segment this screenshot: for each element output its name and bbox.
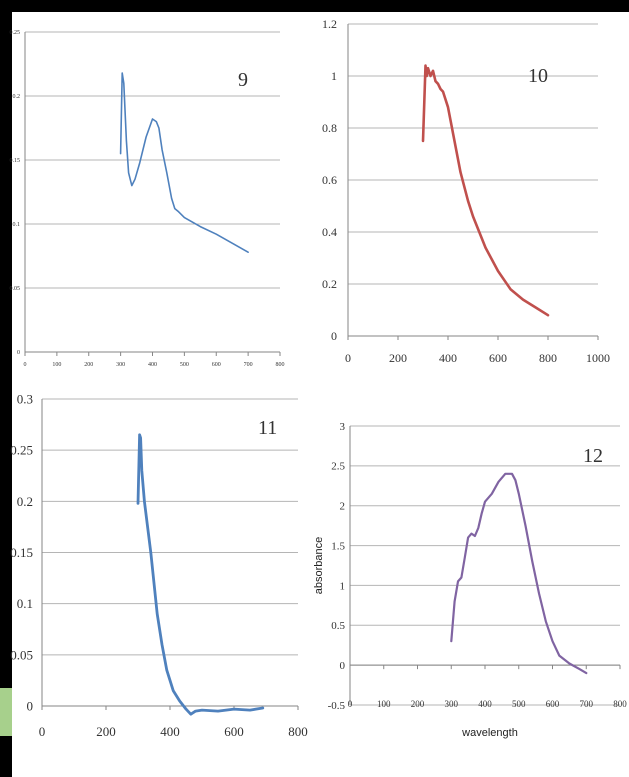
left-border — [0, 0, 12, 777]
x-tick-label: 800 — [539, 351, 557, 365]
series-line-11 — [136, 433, 265, 716]
x-tick-label: 0 — [345, 351, 351, 365]
y-tick-label: 3 — [340, 421, 346, 433]
x-tick-label: 100 — [377, 699, 391, 709]
panel-label: 12 — [583, 445, 603, 467]
x-tick-label: 300 — [116, 362, 125, 368]
series-line-10 — [421, 64, 550, 317]
x-tick-label: 200 — [96, 724, 116, 739]
series-line-12 — [450, 472, 588, 675]
y-tick-label: 0.25 — [10, 443, 33, 458]
x-tick-label: 700 — [580, 699, 594, 709]
x-tick-label: 500 — [512, 699, 526, 709]
y-tick-label: 0.2 — [13, 94, 21, 100]
green-side-tab — [0, 688, 12, 736]
x-tick-label: 100 — [52, 362, 61, 368]
top-border — [0, 0, 629, 12]
x-tick-label: 800 — [613, 699, 627, 709]
x-tick-label: 400 — [148, 362, 157, 368]
x-tick-label: 200 — [389, 351, 407, 365]
x-tick-label: 0 — [39, 724, 46, 739]
y-tick-label: 0.15 — [10, 545, 33, 560]
y-tick-label: 0.5 — [331, 620, 345, 632]
panel-label: 10 — [528, 65, 548, 87]
x-tick-label: 600 — [546, 699, 560, 709]
y-tick-label: 0.05 — [10, 647, 33, 662]
y-tick-label: 1 — [331, 69, 337, 83]
x-tick-label: 200 — [411, 699, 425, 709]
y-tick-label: 0 — [17, 350, 20, 356]
y-tick-label: 0.6 — [322, 173, 337, 187]
x-tick-label: 300 — [445, 699, 459, 709]
x-tick-label: 500 — [180, 362, 189, 368]
x-tick-label: 0 — [348, 699, 353, 709]
x-tick-label: 400 — [160, 724, 180, 739]
y-tick-label: 0.2 — [17, 494, 33, 509]
y-tick-label: 0.25 — [10, 30, 21, 36]
y-tick-label: 0.1 — [13, 222, 21, 228]
x-tick-label: 800 — [288, 724, 308, 739]
y-tick-label: 2 — [340, 501, 346, 513]
x-tick-label: 400 — [478, 699, 492, 709]
panel-label: 11 — [258, 417, 277, 439]
y-tick-label: 1.2 — [322, 17, 337, 31]
chart-panel-12: -0.500.511.522.530 100 200 300 400 500 600 700 8… — [313, 421, 627, 739]
y-tick-label: 0.8 — [322, 121, 337, 135]
x-tick-label: 1000 — [586, 351, 610, 365]
x-tick-label: 600 — [224, 724, 244, 739]
y-tick-label: 2.5 — [331, 461, 345, 473]
panel-label: 9 — [238, 69, 248, 91]
x-tick-label: 800 — [276, 362, 285, 368]
y-tick-label: 0.05 — [10, 286, 21, 292]
y-tick-label: -0.5 — [328, 700, 346, 712]
x-tick-label: 700 — [244, 362, 253, 368]
y-tick-label: 0 — [340, 660, 346, 672]
y-axis-title: absorbance — [313, 537, 325, 595]
x-axis-title: wavelength — [461, 727, 518, 739]
x-tick-label: 600 — [212, 362, 221, 368]
y-tick-label: 0.15 — [10, 158, 21, 164]
y-tick-label: 0.4 — [322, 225, 337, 239]
x-tick-label: 400 — [439, 351, 457, 365]
chart-panel-9: 0 0.05 0.1 0.15 0.2 0.25 0 100 200 300 400 500 600 70… — [10, 30, 285, 368]
y-tick-label: 1.5 — [331, 540, 345, 552]
y-tick-label: 1 — [340, 580, 346, 592]
y-tick-label: 0 — [331, 329, 337, 343]
chart-panel-11: 0 0.05 0.1 0.15 0.2 0.25 0.3 0 200 400 600 800 11 — [10, 392, 308, 739]
x-tick-label: 200 — [84, 362, 93, 368]
x-tick-label: 0 — [24, 362, 27, 368]
chart-panel-10: 0 0.2 0.4 0.6 0.8 1 1.2 0 200 400 600 800 1000 10 — [322, 17, 610, 365]
y-tick-label: 0 — [27, 699, 34, 714]
x-tick-label: 600 — [489, 351, 507, 365]
series-line-9 — [119, 72, 249, 253]
y-tick-label: 0.3 — [17, 392, 33, 407]
y-tick-label: 0.2 — [322, 277, 337, 291]
y-tick-label: 0.1 — [17, 596, 33, 611]
